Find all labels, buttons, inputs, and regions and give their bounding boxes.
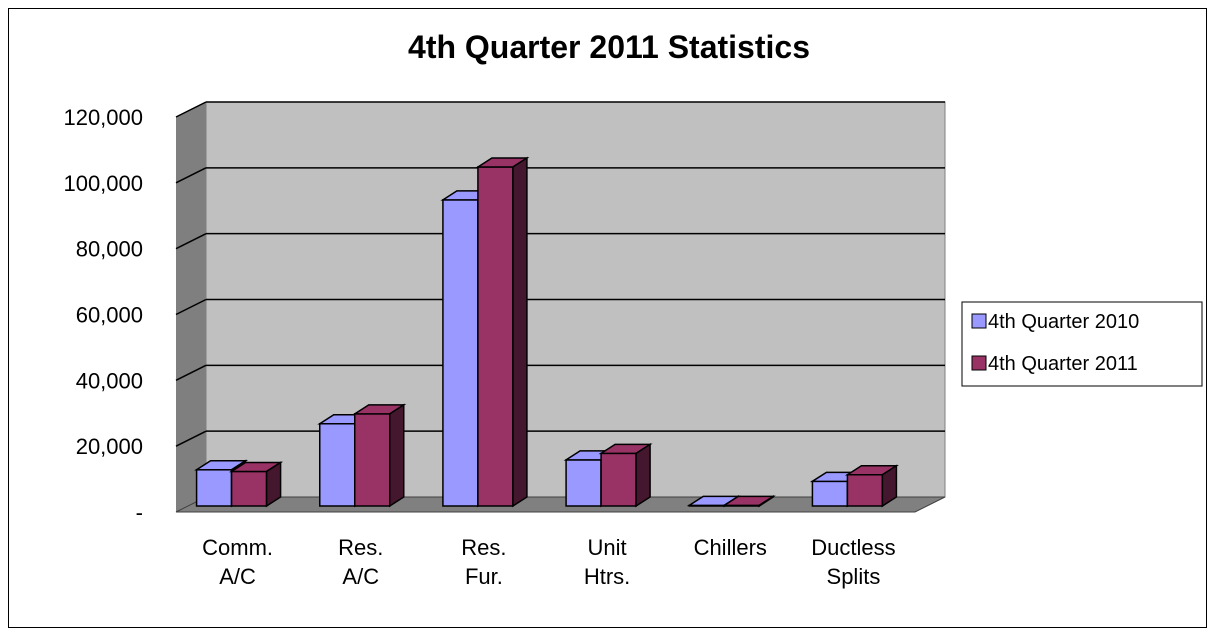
legend-label: 4th Quarter 2011 — [988, 353, 1138, 375]
gridline-side — [175, 101, 207, 118]
gridline-side — [175, 430, 207, 447]
x-category-label: Res. Fur. — [461, 535, 506, 589]
chart-gridlines — [175, 101, 945, 447]
x-category-label: Unit Htrs. — [584, 535, 630, 589]
y-tick-label: 100,000 — [63, 171, 143, 196]
y-tick-label: 80,000 — [76, 237, 143, 262]
bar-3-1 — [598, 442, 653, 508]
y-tick-label: - — [136, 500, 143, 525]
y-tick-label: 120,000 — [63, 105, 143, 130]
x-category-label: Ductless Splits — [811, 535, 895, 589]
x-category-label: Chillers — [694, 535, 767, 560]
legend-label: 4th Quarter 2010 — [988, 311, 1139, 333]
legend-swatch — [971, 355, 987, 371]
x-category-label: Res. A/C — [338, 535, 383, 589]
legend: 4th Quarter 2010 4th Quarter 2011 — [961, 301, 1203, 387]
gridline-side — [175, 298, 207, 316]
y-axis-ticks: - 20,000 40,000 60,000 80,000 100,000 120,000 — [63, 105, 143, 525]
bar-2-1 — [475, 156, 530, 508]
bar-4-1 — [721, 494, 776, 508]
gridline-side — [175, 232, 207, 250]
bar-5-1 — [844, 464, 899, 508]
chart-back-wall — [175, 101, 946, 513]
gridline-side — [175, 364, 207, 382]
legend-swatch — [971, 313, 987, 329]
y-tick-label: 20,000 — [76, 434, 143, 459]
y-tick-label: 60,000 — [76, 303, 143, 328]
bar-0-1 — [229, 461, 284, 508]
x-category-label: Comm. A/C — [202, 535, 273, 589]
bar-1-1 — [352, 403, 407, 508]
x-axis-categories: Comm. A/C Res. A/C Res. Fur. Unit Htrs. Chillers… — [202, 535, 895, 589]
legend-box — [961, 301, 1203, 387]
chart-title: 4th Quarter 2011 Statistics — [408, 29, 810, 65]
y-tick-label: 40,000 — [76, 368, 143, 393]
gridline-side — [175, 167, 207, 184]
chart-bars — [194, 156, 899, 508]
